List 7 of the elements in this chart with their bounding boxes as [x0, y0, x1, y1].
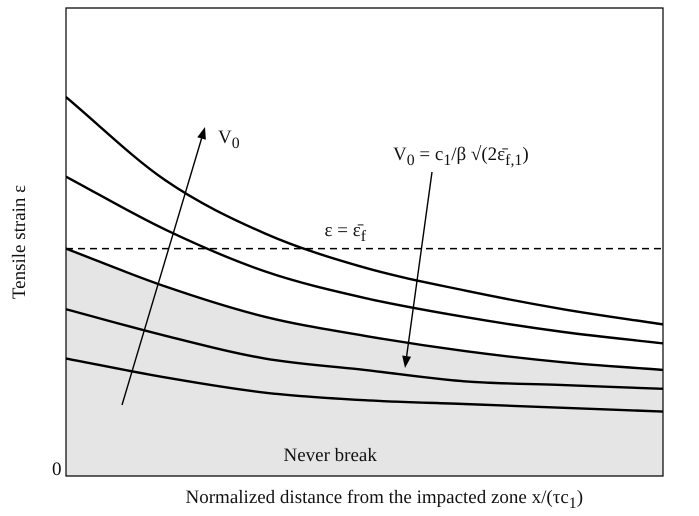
x-axis-title: Normalized distance from the impacted zone x/(τc$_{1}$)	[186, 487, 584, 513]
y-axis-title: Tensile strain ε	[9, 184, 32, 300]
annotation: V$_{0}$ = c$_{1}$/β √(2ε̄$_{f,1}$)	[393, 144, 529, 170]
annotation: Never break	[284, 445, 377, 467]
annotation: V$_{0}$	[218, 127, 240, 153]
ref-line-label: ε = ε̄$_{f}$	[324, 220, 366, 246]
text: 0	[52, 459, 62, 481]
